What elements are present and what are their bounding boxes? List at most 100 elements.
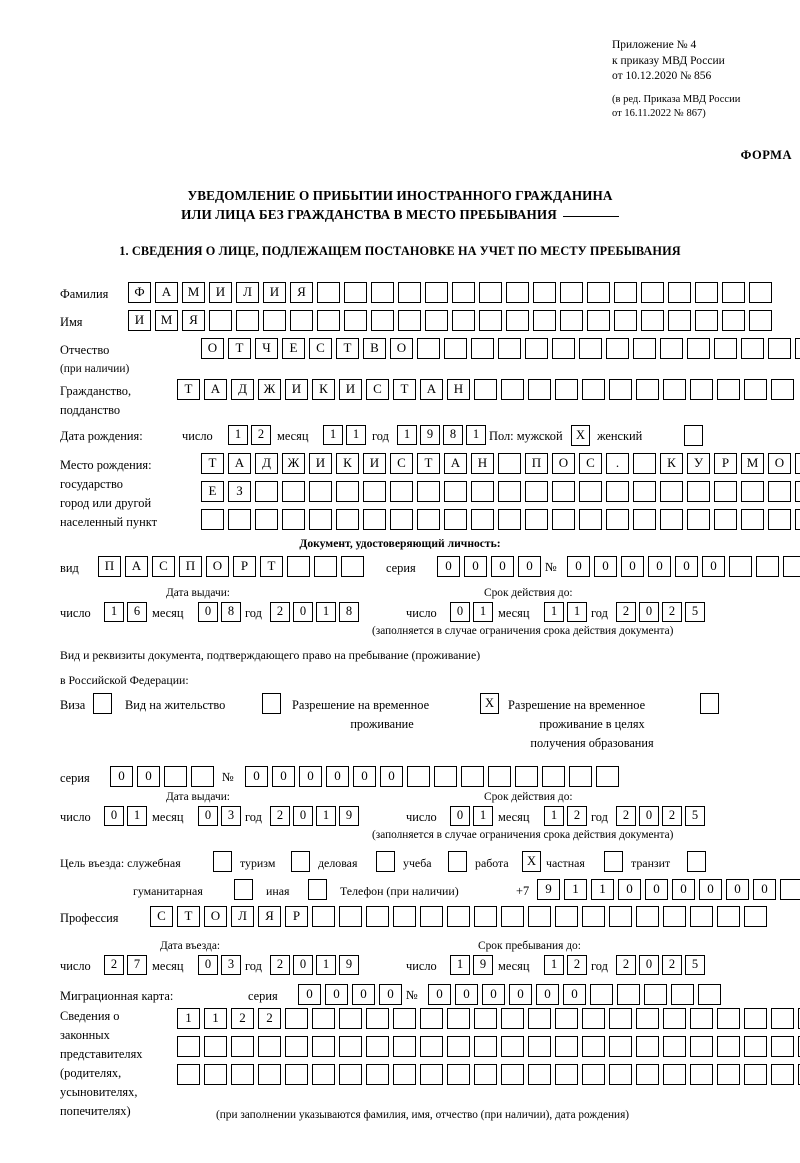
form-cell[interactable]: П [98, 556, 121, 577]
form-cell[interactable]: Т [260, 556, 283, 577]
form-cell[interactable] [636, 1008, 659, 1029]
form-cell[interactable]: 0 [198, 955, 218, 975]
form-cell[interactable]: С [390, 453, 413, 474]
checkbox-sex-female[interactable] [684, 425, 703, 446]
form-cell[interactable]: 0 [299, 766, 322, 787]
form-cell[interactable]: 0 [645, 879, 668, 900]
form-cell[interactable] [258, 1064, 281, 1085]
form-cell[interactable] [587, 282, 610, 303]
form-cell[interactable]: И [128, 310, 151, 331]
form-cell[interactable] [501, 379, 524, 400]
form-cell[interactable]: 0 [491, 556, 514, 577]
form-cell[interactable]: 1 [544, 955, 564, 975]
form-cell[interactable]: 0 [726, 879, 749, 900]
form-cell[interactable] [582, 1064, 605, 1085]
form-cell[interactable] [587, 310, 610, 331]
form-cell[interactable]: И [363, 453, 386, 474]
form-cell[interactable] [795, 338, 800, 359]
form-cell[interactable] [741, 509, 764, 530]
form-cell[interactable]: В [363, 338, 386, 359]
form-cell[interactable]: 1 [567, 602, 587, 622]
form-cell[interactable] [798, 1064, 800, 1085]
form-cell[interactable] [714, 481, 737, 502]
form-cell[interactable]: 0 [245, 766, 268, 787]
form-cell[interactable]: 0 [639, 955, 659, 975]
form-cell[interactable]: 1 [564, 879, 587, 900]
form-cell[interactable] [258, 1036, 281, 1057]
form-cell[interactable] [798, 1036, 800, 1057]
form-cell[interactable] [768, 338, 791, 359]
form-cell[interactable] [371, 310, 394, 331]
form-cell[interactable] [317, 282, 340, 303]
form-cell[interactable] [444, 481, 467, 502]
form-cell[interactable] [366, 906, 389, 927]
checkbox-purpose-tourism[interactable] [291, 851, 310, 872]
form-cell[interactable] [795, 509, 800, 530]
form-cell[interactable] [398, 282, 421, 303]
form-cell[interactable]: Р [233, 556, 256, 577]
form-cell[interactable] [660, 338, 683, 359]
form-cell[interactable] [744, 379, 767, 400]
form-cell[interactable] [287, 556, 310, 577]
form-cell[interactable] [552, 481, 575, 502]
form-cell[interactable] [609, 1036, 632, 1057]
form-cell[interactable] [633, 338, 656, 359]
form-cell[interactable] [255, 481, 278, 502]
form-cell[interactable] [795, 481, 800, 502]
form-cell[interactable]: 0 [455, 984, 478, 1005]
form-cell[interactable]: 0 [536, 984, 559, 1005]
form-cell[interactable] [614, 310, 637, 331]
form-cell[interactable]: 9 [339, 806, 359, 826]
form-cell[interactable] [606, 481, 629, 502]
form-cell[interactable] [722, 282, 745, 303]
form-cell[interactable] [633, 509, 656, 530]
form-cell[interactable] [488, 766, 511, 787]
form-cell[interactable]: 0 [437, 556, 460, 577]
form-cell[interactable] [690, 1064, 713, 1085]
form-cell[interactable] [191, 766, 214, 787]
form-cell[interactable] [528, 1064, 551, 1085]
form-cell[interactable] [609, 1008, 632, 1029]
form-cell[interactable] [309, 481, 332, 502]
form-cell[interactable] [309, 509, 332, 530]
form-cell[interactable]: 0 [639, 806, 659, 826]
form-cell[interactable]: К [312, 379, 335, 400]
form-cell[interactable]: 0 [450, 602, 470, 622]
form-cell[interactable] [474, 379, 497, 400]
form-cell[interactable] [569, 766, 592, 787]
form-cell[interactable]: З [228, 481, 251, 502]
form-cell[interactable]: Р [714, 453, 737, 474]
form-cell[interactable]: 1 [591, 879, 614, 900]
form-cell[interactable]: К [660, 453, 683, 474]
form-cell[interactable] [744, 1008, 767, 1029]
form-cell[interactable]: П [525, 453, 548, 474]
form-cell[interactable]: Я [290, 282, 313, 303]
form-cell[interactable]: 1 [204, 1008, 227, 1029]
form-cell[interactable] [506, 310, 529, 331]
form-cell[interactable] [209, 310, 232, 331]
form-cell[interactable] [579, 509, 602, 530]
form-cell[interactable] [695, 282, 718, 303]
form-cell[interactable] [344, 310, 367, 331]
form-cell[interactable] [525, 509, 548, 530]
form-cell[interactable]: 0 [379, 984, 402, 1005]
form-cell[interactable] [560, 282, 583, 303]
form-cell[interactable] [501, 1008, 524, 1029]
form-cell[interactable] [617, 984, 640, 1005]
form-cell[interactable]: Е [201, 481, 224, 502]
form-cell[interactable]: О [206, 556, 229, 577]
form-cell[interactable]: Л [231, 906, 254, 927]
form-cell[interactable]: А [444, 453, 467, 474]
form-cell[interactable] [528, 906, 551, 927]
form-cell[interactable] [741, 338, 764, 359]
form-cell[interactable] [474, 906, 497, 927]
form-cell[interactable]: 0 [352, 984, 375, 1005]
